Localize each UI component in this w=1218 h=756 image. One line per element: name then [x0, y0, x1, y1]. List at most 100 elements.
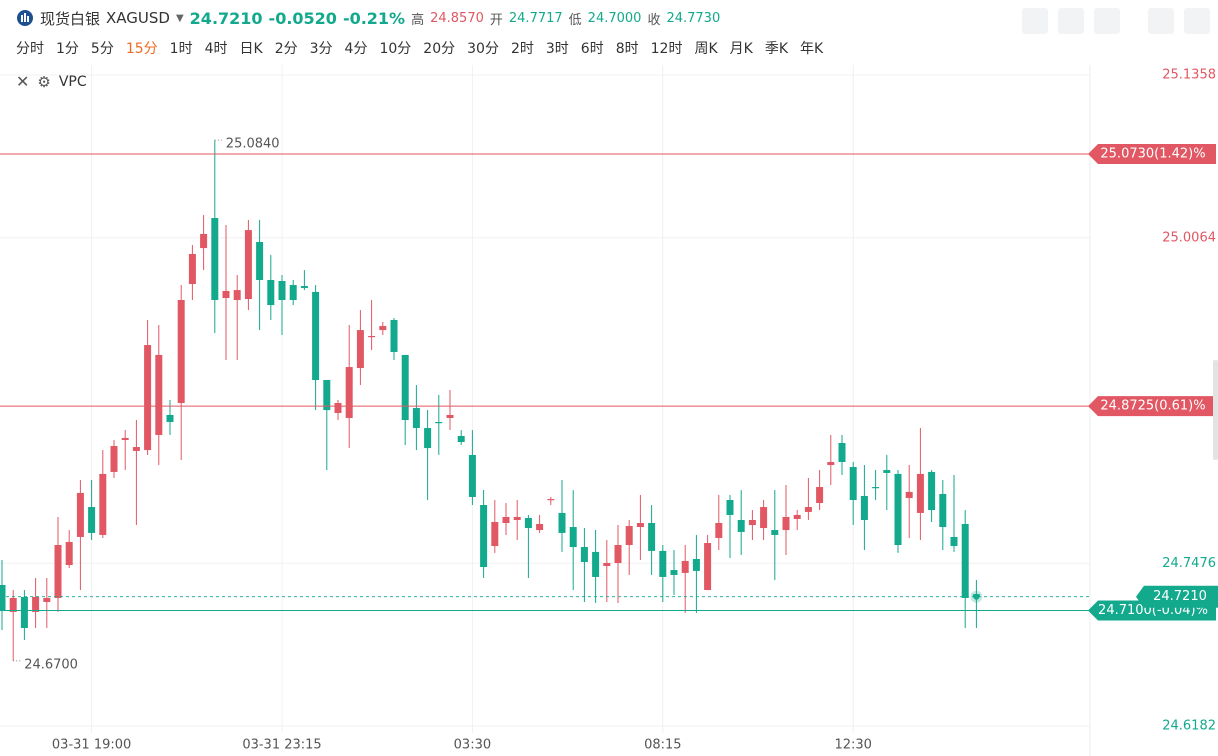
- candle-body: [278, 281, 286, 301]
- candle-body: [356, 330, 364, 369]
- price-line-label: 25.0730(1.42)%: [1100, 146, 1205, 161]
- timeframe[interactable]: 15分: [125, 41, 158, 57]
- settings-icon[interactable]: ⚙: [37, 72, 51, 91]
- timeframe[interactable]: 月K: [729, 41, 753, 57]
- candle-body: [838, 443, 846, 463]
- fullscreen[interactable]: [1148, 8, 1174, 34]
- candle-body: [872, 487, 880, 489]
- y-tick-label: 25.0064: [1162, 230, 1216, 245]
- price: 24.7210: [189, 8, 263, 28]
- candle-body: [547, 498, 555, 501]
- candle-body: [20, 596, 28, 629]
- candle-body: [524, 517, 532, 529]
- candle-body: [166, 414, 174, 423]
- candle-body: [480, 505, 488, 568]
- candle-body: [715, 523, 723, 538]
- price-line-tag: [1088, 396, 1216, 417]
- candle-body: [860, 495, 868, 520]
- current-price-tag: [1136, 585, 1218, 608]
- annotation-label: 24.6700: [24, 657, 78, 672]
- timeframe[interactable]: 1分: [56, 41, 79, 57]
- timeframe[interactable]: 1时: [169, 41, 193, 57]
- candle-body: [536, 524, 544, 531]
- close-label: 收: [647, 12, 661, 28]
- candle-body: [424, 428, 432, 449]
- timeframe[interactable]: 分时: [16, 41, 44, 57]
- candle-body: [188, 253, 196, 285]
- timeframe[interactable]: 4时: [204, 41, 228, 57]
- candle-body: [312, 291, 320, 380]
- dropdown-arrow[interactable]: ▼: [175, 12, 184, 24]
- spacer: [1130, 8, 1138, 34]
- x-tick-label: 03-31 19:00: [52, 738, 131, 753]
- symbol[interactable]: XAGUSD: [106, 9, 170, 27]
- toolbar: [1022, 8, 1210, 34]
- candle-body: [659, 550, 667, 577]
- timeframe[interactable]: 6时: [580, 41, 604, 57]
- timeframe[interactable]: 4分: [344, 41, 368, 57]
- candle-body: [457, 435, 465, 443]
- candle-body: [950, 536, 958, 547]
- draw-tool[interactable]: [1058, 8, 1084, 34]
- candle-body: [345, 367, 353, 418]
- candle-body: [76, 492, 84, 537]
- candle-body: [648, 523, 656, 551]
- timeframe[interactable]: 季K: [764, 41, 789, 57]
- candle-body: [256, 242, 264, 281]
- candle-body: [961, 524, 969, 598]
- candle-body: [883, 470, 891, 473]
- candle-body: [390, 320, 398, 352]
- candle-body: [793, 514, 801, 519]
- x-tick-label: 12:30: [834, 738, 871, 753]
- candle-body: [323, 379, 331, 411]
- timeframe[interactable]: 2分: [274, 41, 298, 57]
- candle-body: [558, 512, 566, 533]
- price-line-tag: [1088, 143, 1216, 164]
- candle-body: [928, 471, 936, 511]
- timeframe[interactable]: 30分: [467, 41, 499, 57]
- candle-body: [99, 473, 107, 535]
- timeframe[interactable]: 3分: [309, 41, 333, 57]
- candle-body: [368, 335, 376, 338]
- candle-body: [32, 596, 40, 612]
- candle-body: [446, 414, 454, 418]
- candle-body: [939, 493, 947, 528]
- timeframe[interactable]: 2时: [510, 41, 534, 57]
- close[interactable]: [1184, 8, 1210, 34]
- timeframe[interactable]: 12时: [650, 41, 683, 57]
- timeframe[interactable]: 3时: [545, 41, 569, 57]
- candle-body: [704, 543, 712, 591]
- timeframe[interactable]: 年K: [800, 41, 824, 57]
- candle-body: [211, 218, 219, 301]
- candle-body: [592, 551, 600, 577]
- candle-tool[interactable]: [1094, 8, 1120, 34]
- timeframe[interactable]: 周K: [694, 41, 718, 57]
- candle-body: [782, 516, 790, 531]
- candle-body: [692, 558, 700, 571]
- candle-body: [916, 473, 924, 513]
- candle-body: [267, 280, 275, 306]
- price-line-label: 24.8725(0.61)%: [1100, 399, 1205, 414]
- candle-body: [849, 467, 857, 500]
- candle-body: [177, 300, 185, 404]
- timeframe[interactable]: 20分: [423, 41, 456, 57]
- candle-body: [670, 570, 678, 575]
- timeframe-bar: 分时 1分 5分 15分 1时 4时 日K 2分 3分 4分 10分 20分 30分 2时 3时 6时 8时 12…: [16, 38, 823, 58]
- candle-body: [513, 516, 521, 520]
- close-indicator[interactable]: ✕: [16, 72, 30, 91]
- x-tick-label: 03:30: [454, 738, 491, 753]
- open-label: 开: [489, 12, 503, 28]
- candle-body: [401, 354, 409, 420]
- candle-body: [289, 285, 297, 301]
- change-pct: -0.21%: [342, 8, 406, 28]
- candle-body: [681, 560, 689, 573]
- line-tool[interactable]: [1022, 8, 1048, 34]
- timeframe[interactable]: 10分: [379, 41, 412, 57]
- instrument-name[interactable]: 现货白银: [40, 9, 101, 28]
- timeframe[interactable]: 8时: [615, 41, 639, 57]
- timeframe[interactable]: 日K: [239, 41, 263, 57]
- timeframe[interactable]: 5分: [90, 41, 114, 57]
- candle-body: [0, 585, 6, 611]
